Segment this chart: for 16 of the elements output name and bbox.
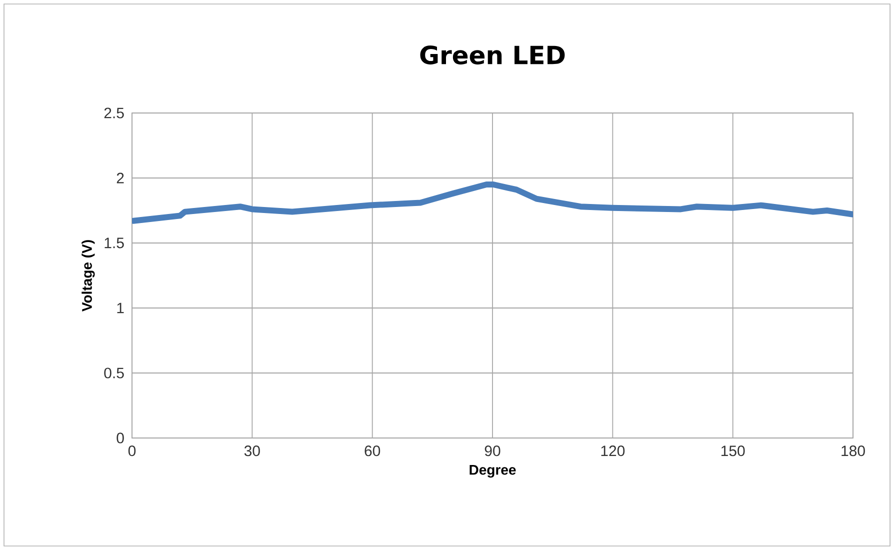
x-tick-label: 60 [364,446,380,456]
y-tick-label: 1.5 [104,238,124,248]
x-axis-title: Degree [470,465,516,478]
y-tick-label: 0.5 [104,368,124,378]
y-axis-title: Voltage (V) [82,240,95,312]
x-tick-label: 0 [128,446,136,456]
y-tick-label: 2.5 [104,108,124,118]
y-tick-label: 2 [116,172,124,184]
y-tick-label: 1 [117,302,124,314]
x-tick-label: 90 [484,446,500,456]
x-tick-label: 150 [721,446,745,456]
chart-title: Green LED [420,46,565,64]
x-tick-label: 30 [244,446,260,456]
x-tick-label: 180 [842,446,865,456]
x-tick-label: 120 [601,446,625,456]
y-tick-label: 0 [116,432,124,444]
